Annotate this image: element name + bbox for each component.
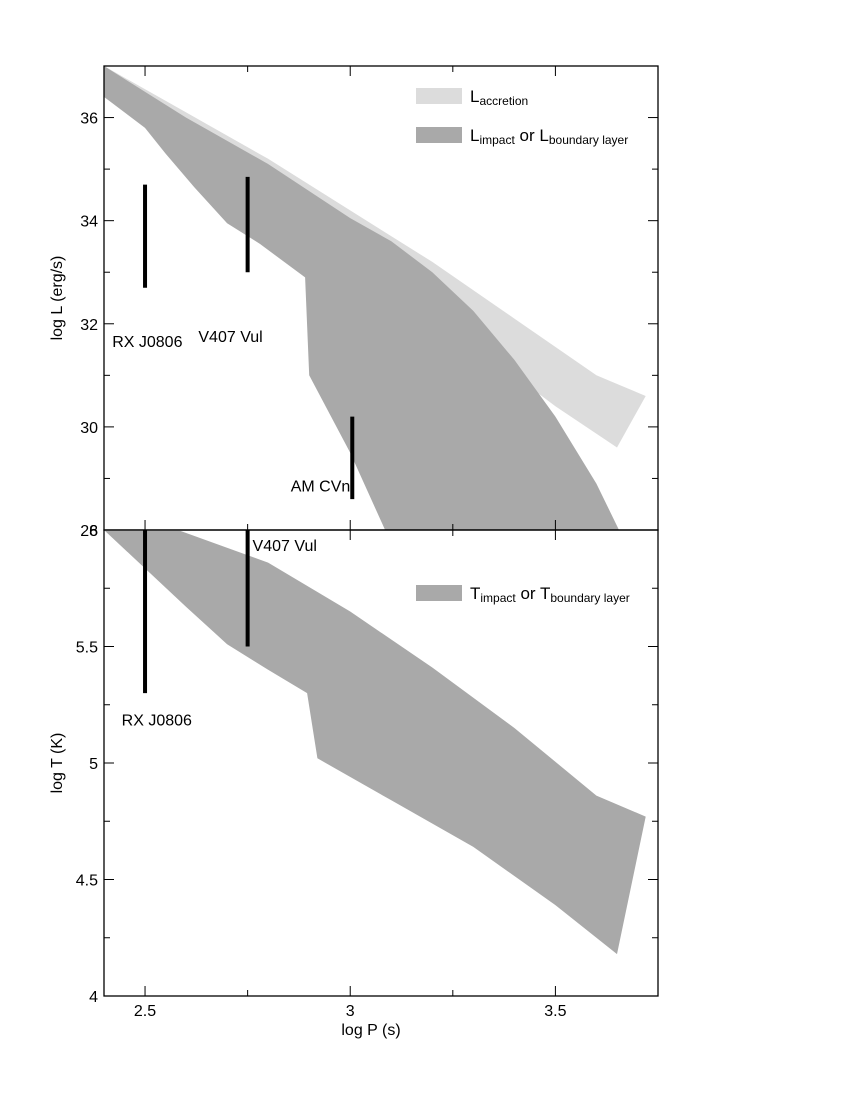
y-tick-label: 4: [89, 989, 98, 1006]
y-tick-label: 4.5: [76, 873, 98, 890]
source-label: RX J0806: [122, 713, 192, 730]
source-label: V407 Vul: [198, 329, 262, 346]
y-tick-label: 34: [80, 214, 98, 231]
y-axis-title: log L (erg/s): [49, 256, 66, 341]
x-tick-label: 3: [346, 1003, 355, 1020]
panel-bottom: 4 4.5 5 5.5 6 2.5 3 3.5 log T (K) log P (s) RX J08…: [49, 523, 659, 1039]
y-tick-label: 28: [80, 523, 98, 540]
x-tick-label: 3.5: [544, 1003, 566, 1020]
y-tick-label: 5.5: [76, 640, 98, 657]
y-tick-label: 30: [80, 420, 98, 437]
panel-top-regions: [104, 66, 646, 530]
source-label: V407 Vul: [253, 538, 317, 555]
y-axis-title: log T (K): [49, 733, 66, 794]
series-region-impact_T: [104, 530, 646, 955]
panel-top: 28 30 32 34 36 log L (erg/s) RX J0806 V407 Vul A…: [49, 65, 659, 540]
legend-entry: Limpact or Lboundary layer: [470, 126, 628, 147]
source-label: AM CVn: [291, 478, 351, 495]
y-tick-label: 32: [80, 317, 98, 334]
y-tick-label: 5: [89, 756, 98, 773]
y-tick-label: 36: [80, 111, 98, 128]
legend-entry: Timpact or Tboundary layer: [470, 584, 630, 605]
panel-bottom-regions: [104, 530, 646, 955]
legend-swatch: [416, 585, 462, 601]
legend-swatch: [416, 88, 462, 104]
x-axis-title: log P (s): [341, 1022, 400, 1039]
x-tick-label: 2.5: [134, 1003, 156, 1020]
legend-entry: Laccretion: [470, 87, 528, 108]
source-label: RX J0806: [112, 334, 182, 351]
y-tick-label: 6: [89, 523, 98, 540]
legend-swatch: [416, 127, 462, 143]
series-region-impact: [104, 66, 619, 530]
